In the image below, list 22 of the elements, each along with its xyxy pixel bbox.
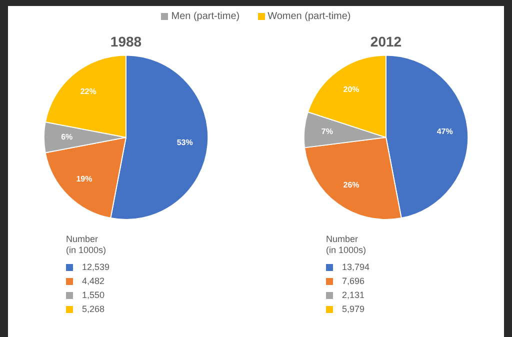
legend-label: Women (part-time): [266, 10, 351, 22]
data-label: 7%: [321, 127, 333, 136]
text: Number (in 1000s): [66, 234, 108, 256]
data-label: 19%: [76, 174, 92, 184]
data-label: 47%: [436, 127, 453, 136]
data-label: 53%: [176, 138, 193, 148]
data-label: 26%: [343, 180, 360, 190]
text: 2,131: [342, 290, 365, 300]
data-label: 20%: [343, 84, 360, 94]
text: 12,539: [82, 262, 110, 272]
legend-label: Men (part-time): [170, 10, 240, 22]
text: 5,979: [342, 304, 365, 314]
data-label: 6%: [61, 132, 73, 142]
text: 1988: [110, 33, 142, 50]
text: 5,268: [82, 304, 105, 314]
chart-title: 2012: [370, 33, 402, 50]
text: Number (in 1000s): [326, 234, 368, 256]
text: 4,482: [82, 276, 105, 286]
text: 7,696: [342, 276, 365, 286]
text: 13,794: [342, 262, 370, 272]
data-label: 22%: [80, 87, 96, 96]
text: 1,550: [82, 290, 105, 300]
